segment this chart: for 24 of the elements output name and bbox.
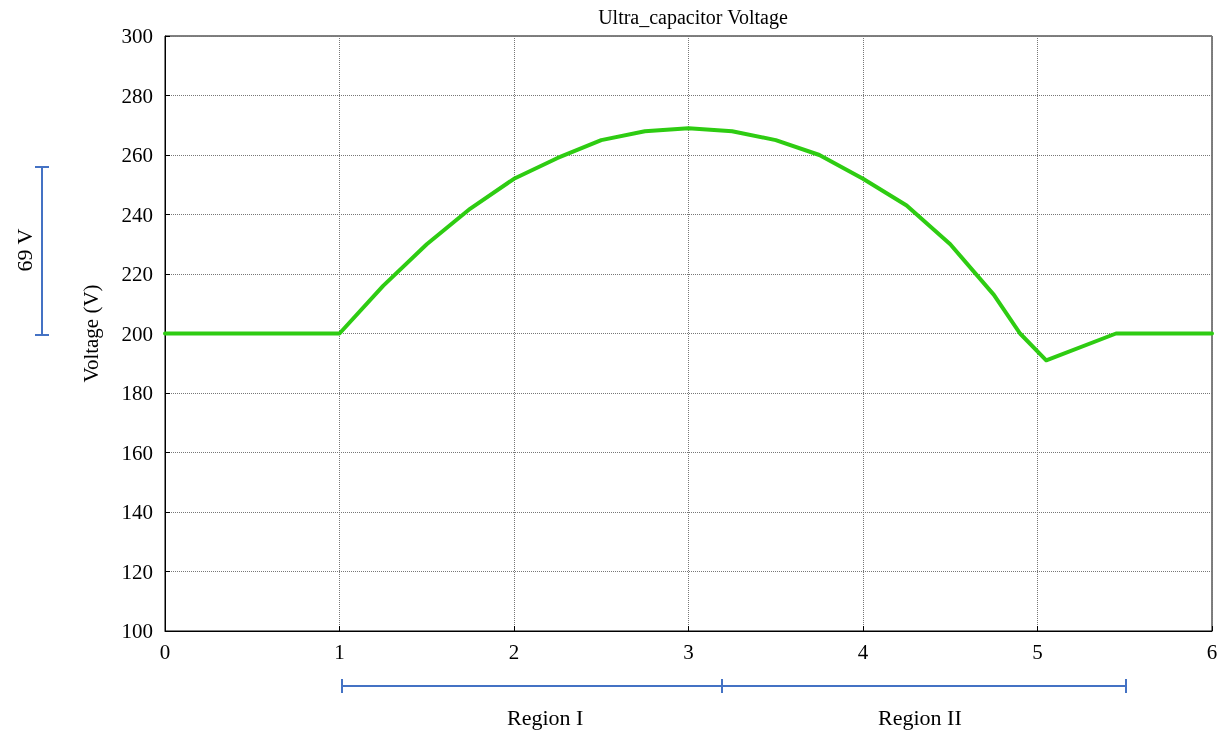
y-tick-label: 260 — [121, 143, 153, 167]
x-tick-label: 2 — [508, 639, 520, 664]
y-tick-label: 140 — [121, 500, 153, 524]
y-tick-label: 160 — [121, 440, 153, 465]
y-tick-label: 100 — [121, 619, 153, 643]
x-tick-label: 5 — [1032, 639, 1043, 664]
x-tick-label: 0 — [159, 639, 171, 664]
y-tick-label: 220 — [121, 262, 153, 286]
y-tick-label: 280 — [121, 83, 153, 108]
text: Region II — [878, 705, 962, 731]
x-tick-label: 1 — [334, 639, 345, 664]
x-tick-label: 4 — [857, 639, 869, 664]
y-axis-title: Voltage (V) — [78, 284, 103, 383]
text: 69 V — [11, 228, 37, 272]
y-tick-label: 200 — [121, 321, 153, 346]
y-tick-label: 120 — [121, 559, 153, 584]
x-tick-label: 6 — [1206, 639, 1218, 664]
y-tick-label: 180 — [121, 381, 153, 405]
x-tick-label: 3 — [683, 639, 694, 664]
y-tick-label: 300 — [121, 24, 153, 48]
text: Region I — [507, 705, 584, 731]
line-series — [163, 126, 1214, 363]
chart-title: Ultra_capacitor Voltage — [598, 6, 788, 29]
y-tick-label: 240 — [121, 202, 153, 227]
